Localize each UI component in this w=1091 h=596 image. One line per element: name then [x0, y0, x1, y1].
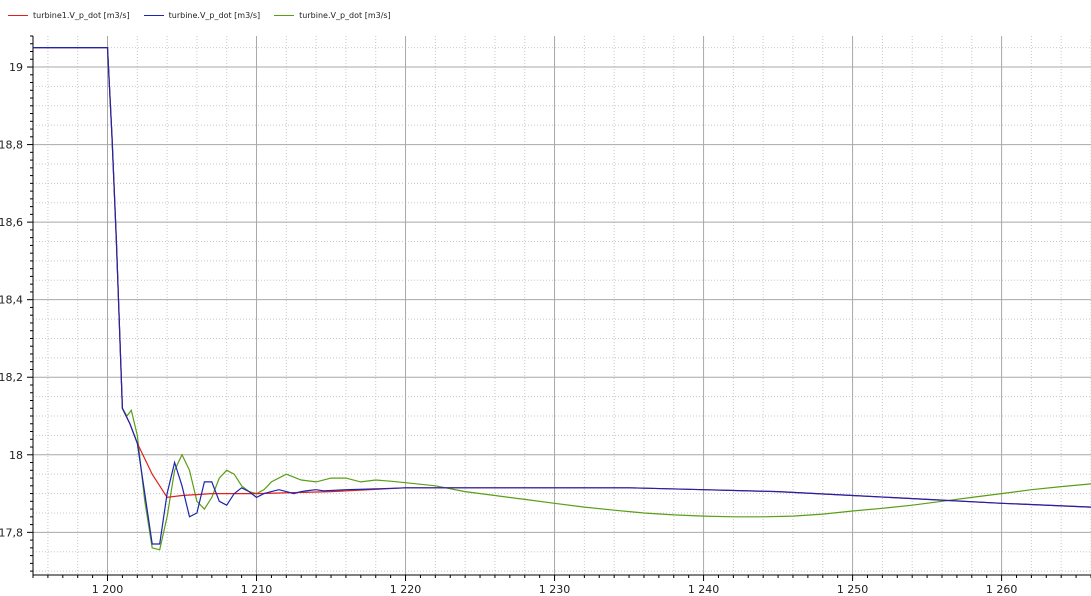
y-tick-label: 19: [9, 61, 23, 74]
legend-item-series-2: turbine.V_p_dot [m3/s]: [143, 10, 261, 20]
y-tick-label: 18,8: [0, 139, 23, 152]
series-line-3: [33, 47, 1091, 551]
x-tick-label: 1 240: [688, 583, 720, 596]
x-tick-label: 1 250: [837, 583, 869, 596]
x-tick-label: 1 220: [390, 583, 422, 596]
legend-swatch-series-3: [274, 14, 295, 16]
y-tick-label: 17,8: [0, 526, 23, 539]
chart-legend: turbine1.V_p_dot [m3/s] turbine.V_p_dot …: [0, 0, 1091, 30]
legend-label-series-1: turbine1.V_p_dot [m3/s]: [33, 10, 130, 20]
axes: [27, 35, 1091, 581]
y-tick-label: 18,2: [0, 371, 23, 384]
series-lines: [33, 47, 1091, 551]
y-tick-label: 18,4: [0, 294, 23, 307]
legend-label-series-2: turbine.V_p_dot [m3/s]: [168, 10, 261, 20]
tick-labels: 1 200 1 210 1 220 1 230 1 240 1 250 1 260 17,8 1…: [0, 61, 1017, 596]
y-tick-label: 18,6: [0, 216, 23, 229]
series-line-2: [33, 47, 1091, 545]
x-tick-label: 1 260: [986, 583, 1018, 596]
legend-item-series-3: turbine.V_p_dot [m3/s]: [274, 11, 391, 20]
y-tick-label: 18: [9, 449, 23, 462]
legend-label-series-3: turbine.V_p_dot [m3/s]: [299, 10, 391, 20]
legend-swatch-series-1: [8, 14, 28, 16]
x-tick-label: 1 210: [241, 583, 273, 596]
x-tick-label: 1 230: [539, 583, 571, 596]
legend-item-series-1: turbine1.V_p_dot [m3/s]: [8, 11, 130, 20]
grid: [33, 36, 1091, 575]
series-line-1: [33, 47, 1091, 508]
x-tick-label: 1 200: [92, 583, 124, 596]
legend-swatch-series-2: [143, 14, 164, 16]
